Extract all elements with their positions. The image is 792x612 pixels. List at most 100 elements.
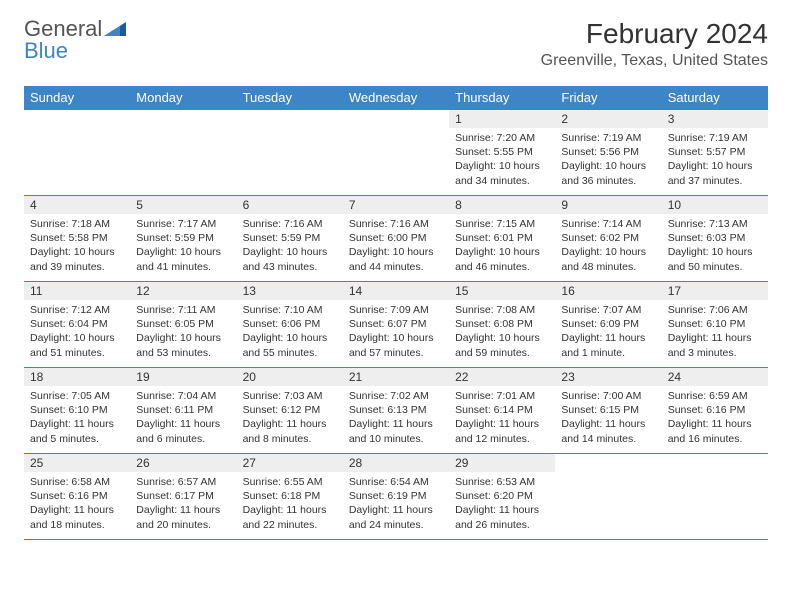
daylight-text: Daylight: 10 hours and 36 minutes. [561, 159, 655, 187]
sunrise-text: Sunrise: 7:14 AM [561, 217, 655, 231]
sunrise-text: Sunrise: 7:16 AM [243, 217, 337, 231]
sunrise-text: Sunrise: 6:53 AM [455, 475, 549, 489]
day-content: Sunrise: 7:07 AMSunset: 6:09 PMDaylight:… [555, 300, 661, 366]
sunset-text: Sunset: 6:08 PM [455, 317, 549, 331]
logo-triangle-icon [104, 22, 126, 36]
sunset-text: Sunset: 5:57 PM [668, 145, 762, 159]
daylight-text: Daylight: 10 hours and 57 minutes. [349, 331, 443, 359]
day-number: 5 [130, 196, 236, 214]
day-content: Sunrise: 7:19 AMSunset: 5:57 PMDaylight:… [662, 128, 768, 194]
day-header: Wednesday [343, 86, 449, 110]
day-content: Sunrise: 7:03 AMSunset: 6:12 PMDaylight:… [237, 386, 343, 452]
calendar-day-cell: 27Sunrise: 6:55 AMSunset: 6:18 PMDayligh… [237, 454, 343, 540]
sunset-text: Sunset: 6:06 PM [243, 317, 337, 331]
sunrise-text: Sunrise: 7:07 AM [561, 303, 655, 317]
sunrise-text: Sunrise: 7:05 AM [30, 389, 124, 403]
day-header: Saturday [662, 86, 768, 110]
daylight-text: Daylight: 10 hours and 41 minutes. [136, 245, 230, 273]
sunrise-text: Sunrise: 6:59 AM [668, 389, 762, 403]
day-number: 28 [343, 454, 449, 472]
daylight-text: Daylight: 10 hours and 51 minutes. [30, 331, 124, 359]
sunset-text: Sunset: 6:16 PM [668, 403, 762, 417]
day-number: 26 [130, 454, 236, 472]
sunrise-text: Sunrise: 7:00 AM [561, 389, 655, 403]
sunset-text: Sunset: 6:19 PM [349, 489, 443, 503]
day-number [237, 110, 343, 128]
calendar-day-cell: 19Sunrise: 7:04 AMSunset: 6:11 PMDayligh… [130, 368, 236, 454]
sunset-text: Sunset: 6:01 PM [455, 231, 549, 245]
sunset-text: Sunset: 6:10 PM [668, 317, 762, 331]
daylight-text: Daylight: 11 hours and 3 minutes. [668, 331, 762, 359]
day-content: Sunrise: 7:06 AMSunset: 6:10 PMDaylight:… [662, 300, 768, 366]
day-content: Sunrise: 7:13 AMSunset: 6:03 PMDaylight:… [662, 214, 768, 280]
sunset-text: Sunset: 6:20 PM [455, 489, 549, 503]
calendar-day-cell [24, 110, 130, 196]
calendar-day-cell [237, 110, 343, 196]
day-content: Sunrise: 6:57 AMSunset: 6:17 PMDaylight:… [130, 472, 236, 538]
logo-text: General Blue [24, 18, 126, 62]
sunrise-text: Sunrise: 6:57 AM [136, 475, 230, 489]
sunset-text: Sunset: 6:13 PM [349, 403, 443, 417]
daylight-text: Daylight: 10 hours and 37 minutes. [668, 159, 762, 187]
day-number [343, 110, 449, 128]
daylight-text: Daylight: 11 hours and 26 minutes. [455, 503, 549, 531]
calendar-day-cell: 1Sunrise: 7:20 AMSunset: 5:55 PMDaylight… [449, 110, 555, 196]
day-content: Sunrise: 6:55 AMSunset: 6:18 PMDaylight:… [237, 472, 343, 538]
day-number: 29 [449, 454, 555, 472]
calendar-day-cell: 15Sunrise: 7:08 AMSunset: 6:08 PMDayligh… [449, 282, 555, 368]
sunrise-text: Sunrise: 7:10 AM [243, 303, 337, 317]
day-number: 14 [343, 282, 449, 300]
day-content [343, 128, 449, 137]
day-content [130, 128, 236, 137]
calendar-week-row: 4Sunrise: 7:18 AMSunset: 5:58 PMDaylight… [24, 196, 768, 282]
day-header: Friday [555, 86, 661, 110]
calendar-week-row: 18Sunrise: 7:05 AMSunset: 6:10 PMDayligh… [24, 368, 768, 454]
sunrise-text: Sunrise: 7:01 AM [455, 389, 549, 403]
day-number: 18 [24, 368, 130, 386]
day-header: Tuesday [237, 86, 343, 110]
sunset-text: Sunset: 6:18 PM [243, 489, 337, 503]
daylight-text: Daylight: 11 hours and 20 minutes. [136, 503, 230, 531]
daylight-text: Daylight: 11 hours and 14 minutes. [561, 417, 655, 445]
calendar-day-cell: 2Sunrise: 7:19 AMSunset: 5:56 PMDaylight… [555, 110, 661, 196]
sunset-text: Sunset: 6:04 PM [30, 317, 124, 331]
day-number: 20 [237, 368, 343, 386]
day-number: 16 [555, 282, 661, 300]
calendar-week-row: 25Sunrise: 6:58 AMSunset: 6:16 PMDayligh… [24, 454, 768, 540]
calendar-day-cell: 21Sunrise: 7:02 AMSunset: 6:13 PMDayligh… [343, 368, 449, 454]
logo-text-blue: Blue [24, 38, 68, 63]
day-number: 25 [24, 454, 130, 472]
day-content: Sunrise: 7:17 AMSunset: 5:59 PMDaylight:… [130, 214, 236, 280]
calendar-day-cell: 11Sunrise: 7:12 AMSunset: 6:04 PMDayligh… [24, 282, 130, 368]
calendar-day-cell: 26Sunrise: 6:57 AMSunset: 6:17 PMDayligh… [130, 454, 236, 540]
daylight-text: Daylight: 11 hours and 8 minutes. [243, 417, 337, 445]
sunset-text: Sunset: 6:15 PM [561, 403, 655, 417]
sunset-text: Sunset: 6:03 PM [668, 231, 762, 245]
day-number: 24 [662, 368, 768, 386]
calendar-day-cell [130, 110, 236, 196]
day-content: Sunrise: 7:04 AMSunset: 6:11 PMDaylight:… [130, 386, 236, 452]
title-block: February 2024 Greenville, Texas, United … [541, 18, 768, 70]
day-content: Sunrise: 7:11 AMSunset: 6:05 PMDaylight:… [130, 300, 236, 366]
sunset-text: Sunset: 6:12 PM [243, 403, 337, 417]
day-header: Sunday [24, 86, 130, 110]
calendar-week-row: 1Sunrise: 7:20 AMSunset: 5:55 PMDaylight… [24, 110, 768, 196]
calendar-day-cell: 22Sunrise: 7:01 AMSunset: 6:14 PMDayligh… [449, 368, 555, 454]
day-number: 27 [237, 454, 343, 472]
sunset-text: Sunset: 6:09 PM [561, 317, 655, 331]
calendar-day-cell [662, 454, 768, 540]
calendar-day-cell: 8Sunrise: 7:15 AMSunset: 6:01 PMDaylight… [449, 196, 555, 282]
day-number: 22 [449, 368, 555, 386]
sunrise-text: Sunrise: 6:58 AM [30, 475, 124, 489]
day-number [24, 110, 130, 128]
day-number: 9 [555, 196, 661, 214]
calendar-day-cell: 16Sunrise: 7:07 AMSunset: 6:09 PMDayligh… [555, 282, 661, 368]
sunset-text: Sunset: 5:56 PM [561, 145, 655, 159]
day-number: 3 [662, 110, 768, 128]
calendar-day-cell: 28Sunrise: 6:54 AMSunset: 6:19 PMDayligh… [343, 454, 449, 540]
day-content: Sunrise: 6:59 AMSunset: 6:16 PMDaylight:… [662, 386, 768, 452]
sunset-text: Sunset: 5:59 PM [136, 231, 230, 245]
day-content: Sunrise: 7:18 AMSunset: 5:58 PMDaylight:… [24, 214, 130, 280]
header: General Blue February 2024 Greenville, T… [24, 18, 768, 70]
sunrise-text: Sunrise: 6:54 AM [349, 475, 443, 489]
